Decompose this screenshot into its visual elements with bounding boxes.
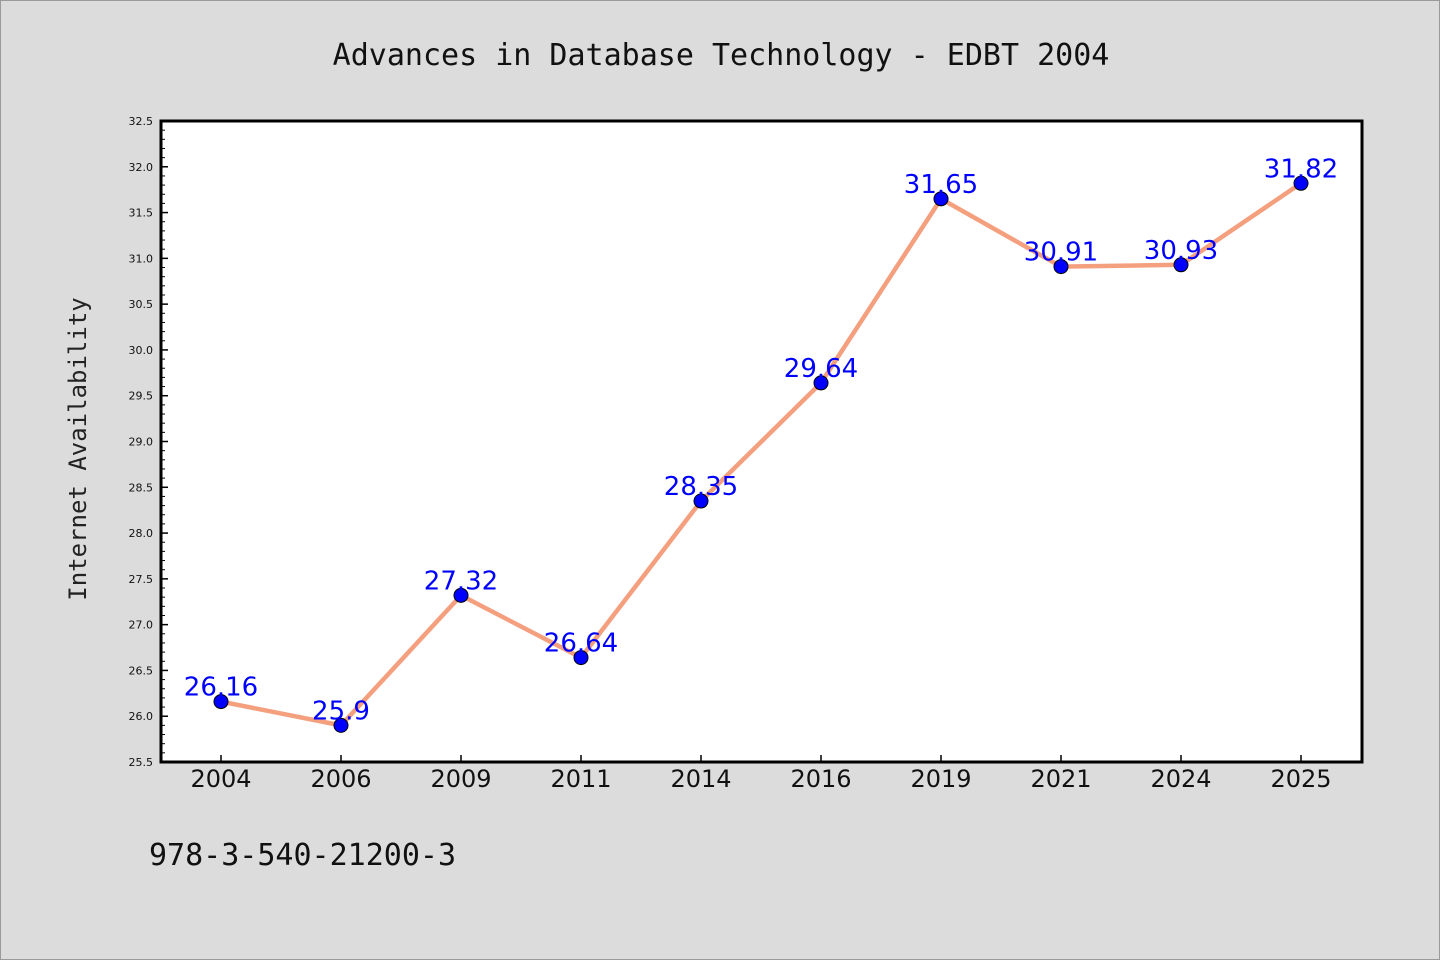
y-tick-label: 30.5 xyxy=(129,298,154,311)
x-tick-label: 2025 xyxy=(1270,765,1331,793)
data-point-marker xyxy=(693,493,709,509)
x-tick-label: 2011 xyxy=(550,765,611,793)
x-tick-label: 2006 xyxy=(310,765,371,793)
data-label: 31.82 xyxy=(1264,154,1338,184)
data-point-marker xyxy=(1173,257,1189,273)
data-label: 30.91 xyxy=(1024,238,1098,268)
x-tick-label: 2024 xyxy=(1150,765,1211,793)
y-tick-label: 30.0 xyxy=(129,344,154,357)
x-tick-label: 2014 xyxy=(670,765,731,793)
chart-title: Advances in Database Technology - EDBT 2… xyxy=(333,38,1110,73)
isbn-footer: 978-3-540-21200-3 xyxy=(149,838,456,873)
y-tick-label: 32.0 xyxy=(129,161,154,174)
data-point-marker xyxy=(453,587,469,603)
y-tick-label: 31.5 xyxy=(129,207,154,220)
data-label: 31.65 xyxy=(904,170,978,200)
data-point-marker xyxy=(1053,259,1069,275)
data-label: 29.64 xyxy=(784,354,858,384)
data-label: 25.9 xyxy=(312,696,370,726)
x-tick-label: 2019 xyxy=(910,765,971,793)
x-axis: 2004 2006 2009 2011 2014 2016 2019 2021 2024 2025 xyxy=(190,755,1332,793)
y-axis-label: Internet Availability xyxy=(64,297,92,600)
data-label: 27.32 xyxy=(424,566,498,596)
y-tick-label: 27.0 xyxy=(129,619,154,632)
data-point-marker xyxy=(573,650,589,666)
y-tick-label: 28.0 xyxy=(129,527,154,540)
y-tick-label: 26.0 xyxy=(129,710,154,723)
x-tick-label: 2021 xyxy=(1030,765,1091,793)
y-axis: 25.5 26.0 26.5 27.0 27.5 28.0 28.5 29.0 29.5 30.0… xyxy=(129,115,168,769)
plot-border xyxy=(159,119,1364,764)
y-tick-label: 31.0 xyxy=(129,252,154,265)
data-label: 28.35 xyxy=(664,472,738,502)
data-point-marker xyxy=(813,375,829,391)
data-point-marker xyxy=(333,717,349,733)
y-tick-label: 32.5 xyxy=(129,115,154,128)
data-label: 30.93 xyxy=(1144,236,1218,266)
series-1: 26.16 25.9 27.32 26.64 28.35 29.64 31.65 30.91 3… xyxy=(184,154,1338,733)
y-tick-label: 29.5 xyxy=(129,390,154,403)
y-tick-label: 29.0 xyxy=(129,436,154,449)
x-tick-label: 2009 xyxy=(430,765,491,793)
data-point-marker xyxy=(213,694,229,710)
data-point-marker xyxy=(933,191,949,207)
x-tick-label: 2004 xyxy=(190,765,251,793)
y-tick-label: 28.5 xyxy=(129,481,154,494)
x-tick-label: 2016 xyxy=(790,765,851,793)
data-point-marker xyxy=(1293,175,1309,191)
series-line xyxy=(218,181,1304,728)
data-label: 26.64 xyxy=(544,629,618,659)
y-tick-label: 26.5 xyxy=(129,664,154,677)
y-tick-label: 27.5 xyxy=(129,573,154,586)
data-label: 26.16 xyxy=(184,673,258,703)
y-tick-label: 25.5 xyxy=(129,756,154,769)
